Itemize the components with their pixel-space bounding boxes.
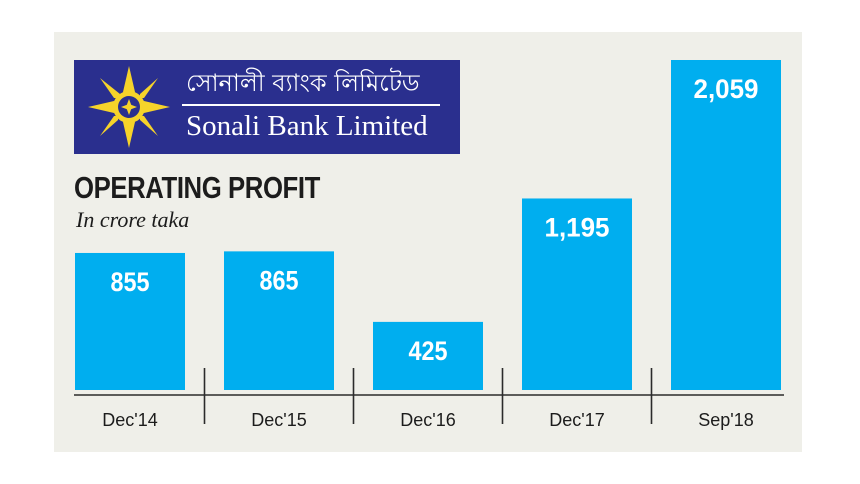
chart-subtitle: In crore taka: [76, 207, 190, 232]
bar-value-label-1: 865: [260, 265, 299, 295]
bar-2: [373, 321, 483, 390]
bar-4: [671, 60, 781, 390]
x-tick-label-3: Dec'17: [549, 410, 604, 430]
bar-0: [75, 252, 185, 390]
x-axis-labels: Dec'14 Dec'15 Dec'16 Dec'17 Sep'18: [102, 410, 753, 430]
bar-value-label-3: 1,195: [545, 212, 610, 242]
bar-value-labels: 855 865 425 1,195 2,059: [111, 74, 759, 366]
bar-value-label-4: 2,059: [694, 74, 759, 104]
bar-series: [75, 60, 781, 390]
bar-3: [522, 198, 632, 390]
logo-divider: [182, 104, 440, 106]
x-tick-label-2: Dec'16: [400, 410, 455, 430]
x-tick-label-0: Dec'14: [102, 410, 157, 430]
bank-name-english: Sonali Bank Limited: [186, 110, 428, 142]
bar-1: [224, 251, 334, 390]
chart-title: OPERATING PROFIT: [74, 170, 320, 205]
bank-emblem-icon: [88, 66, 170, 148]
bank-logo: সোনালী ব্যাংক লিমিটেড Sonali Bank Limite…: [74, 60, 460, 154]
bar-value-label-2: 425: [409, 336, 448, 366]
x-axis-ticks: [203, 368, 653, 424]
x-tick-label-4: Sep'18: [698, 410, 754, 430]
x-tick-label-1: Dec'15: [251, 410, 306, 430]
bar-value-label-0: 855: [111, 267, 150, 297]
bank-name-bengali: সোনালী ব্যাংক লিমিটেড: [186, 69, 420, 97]
